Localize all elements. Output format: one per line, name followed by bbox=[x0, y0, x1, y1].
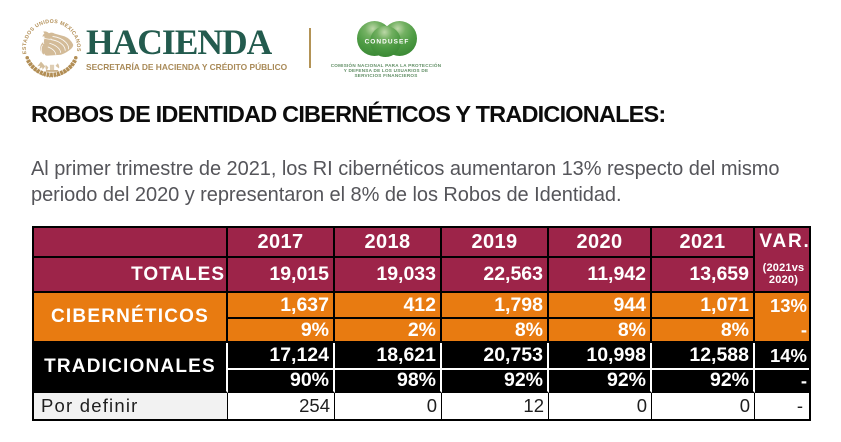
svg-text:CONDUSEF: CONDUSEF bbox=[365, 39, 410, 46]
